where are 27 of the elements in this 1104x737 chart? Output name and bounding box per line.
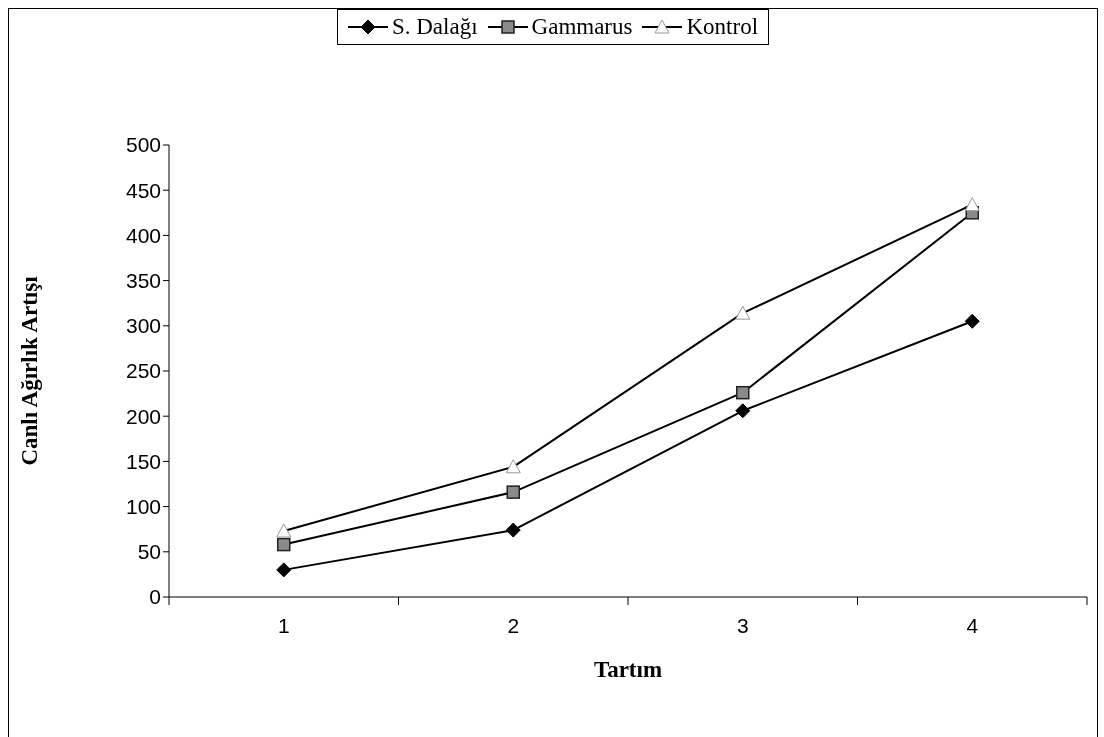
point [505,522,521,538]
point [276,562,292,578]
y-axis-title: Canlı Ağırlık Artışı [17,275,43,466]
point [506,485,520,499]
x-tick-label: 1 [277,614,290,637]
y-tick-label: 350 [125,269,161,293]
y-tick-label: 150 [125,449,161,473]
y-tick-label: 450 [125,178,161,202]
y-tick-label: 50 [137,540,161,564]
y-tick-label: 200 [125,404,161,428]
y-tick-label: 300 [125,314,161,338]
point [964,313,980,329]
legend-label: Gammarus [530,14,633,40]
y-tick-label: 400 [125,223,161,247]
point [736,385,750,400]
legend-label: S. Dalağı [390,14,478,40]
x-tick-label: 2 [507,614,520,637]
y-tick-label: 0 [149,585,161,609]
y-tick-label: 100 [125,495,161,519]
x-tick-label: 4 [966,614,979,637]
point [735,403,751,419]
x-axis-title: Tartım [593,657,663,682]
point [277,537,291,552]
y-tick-label: 500 [125,133,161,157]
x-tick-label: 3 [736,614,749,637]
legend-label: Kontrol [685,14,759,40]
y-tick-label: 250 [125,359,161,383]
